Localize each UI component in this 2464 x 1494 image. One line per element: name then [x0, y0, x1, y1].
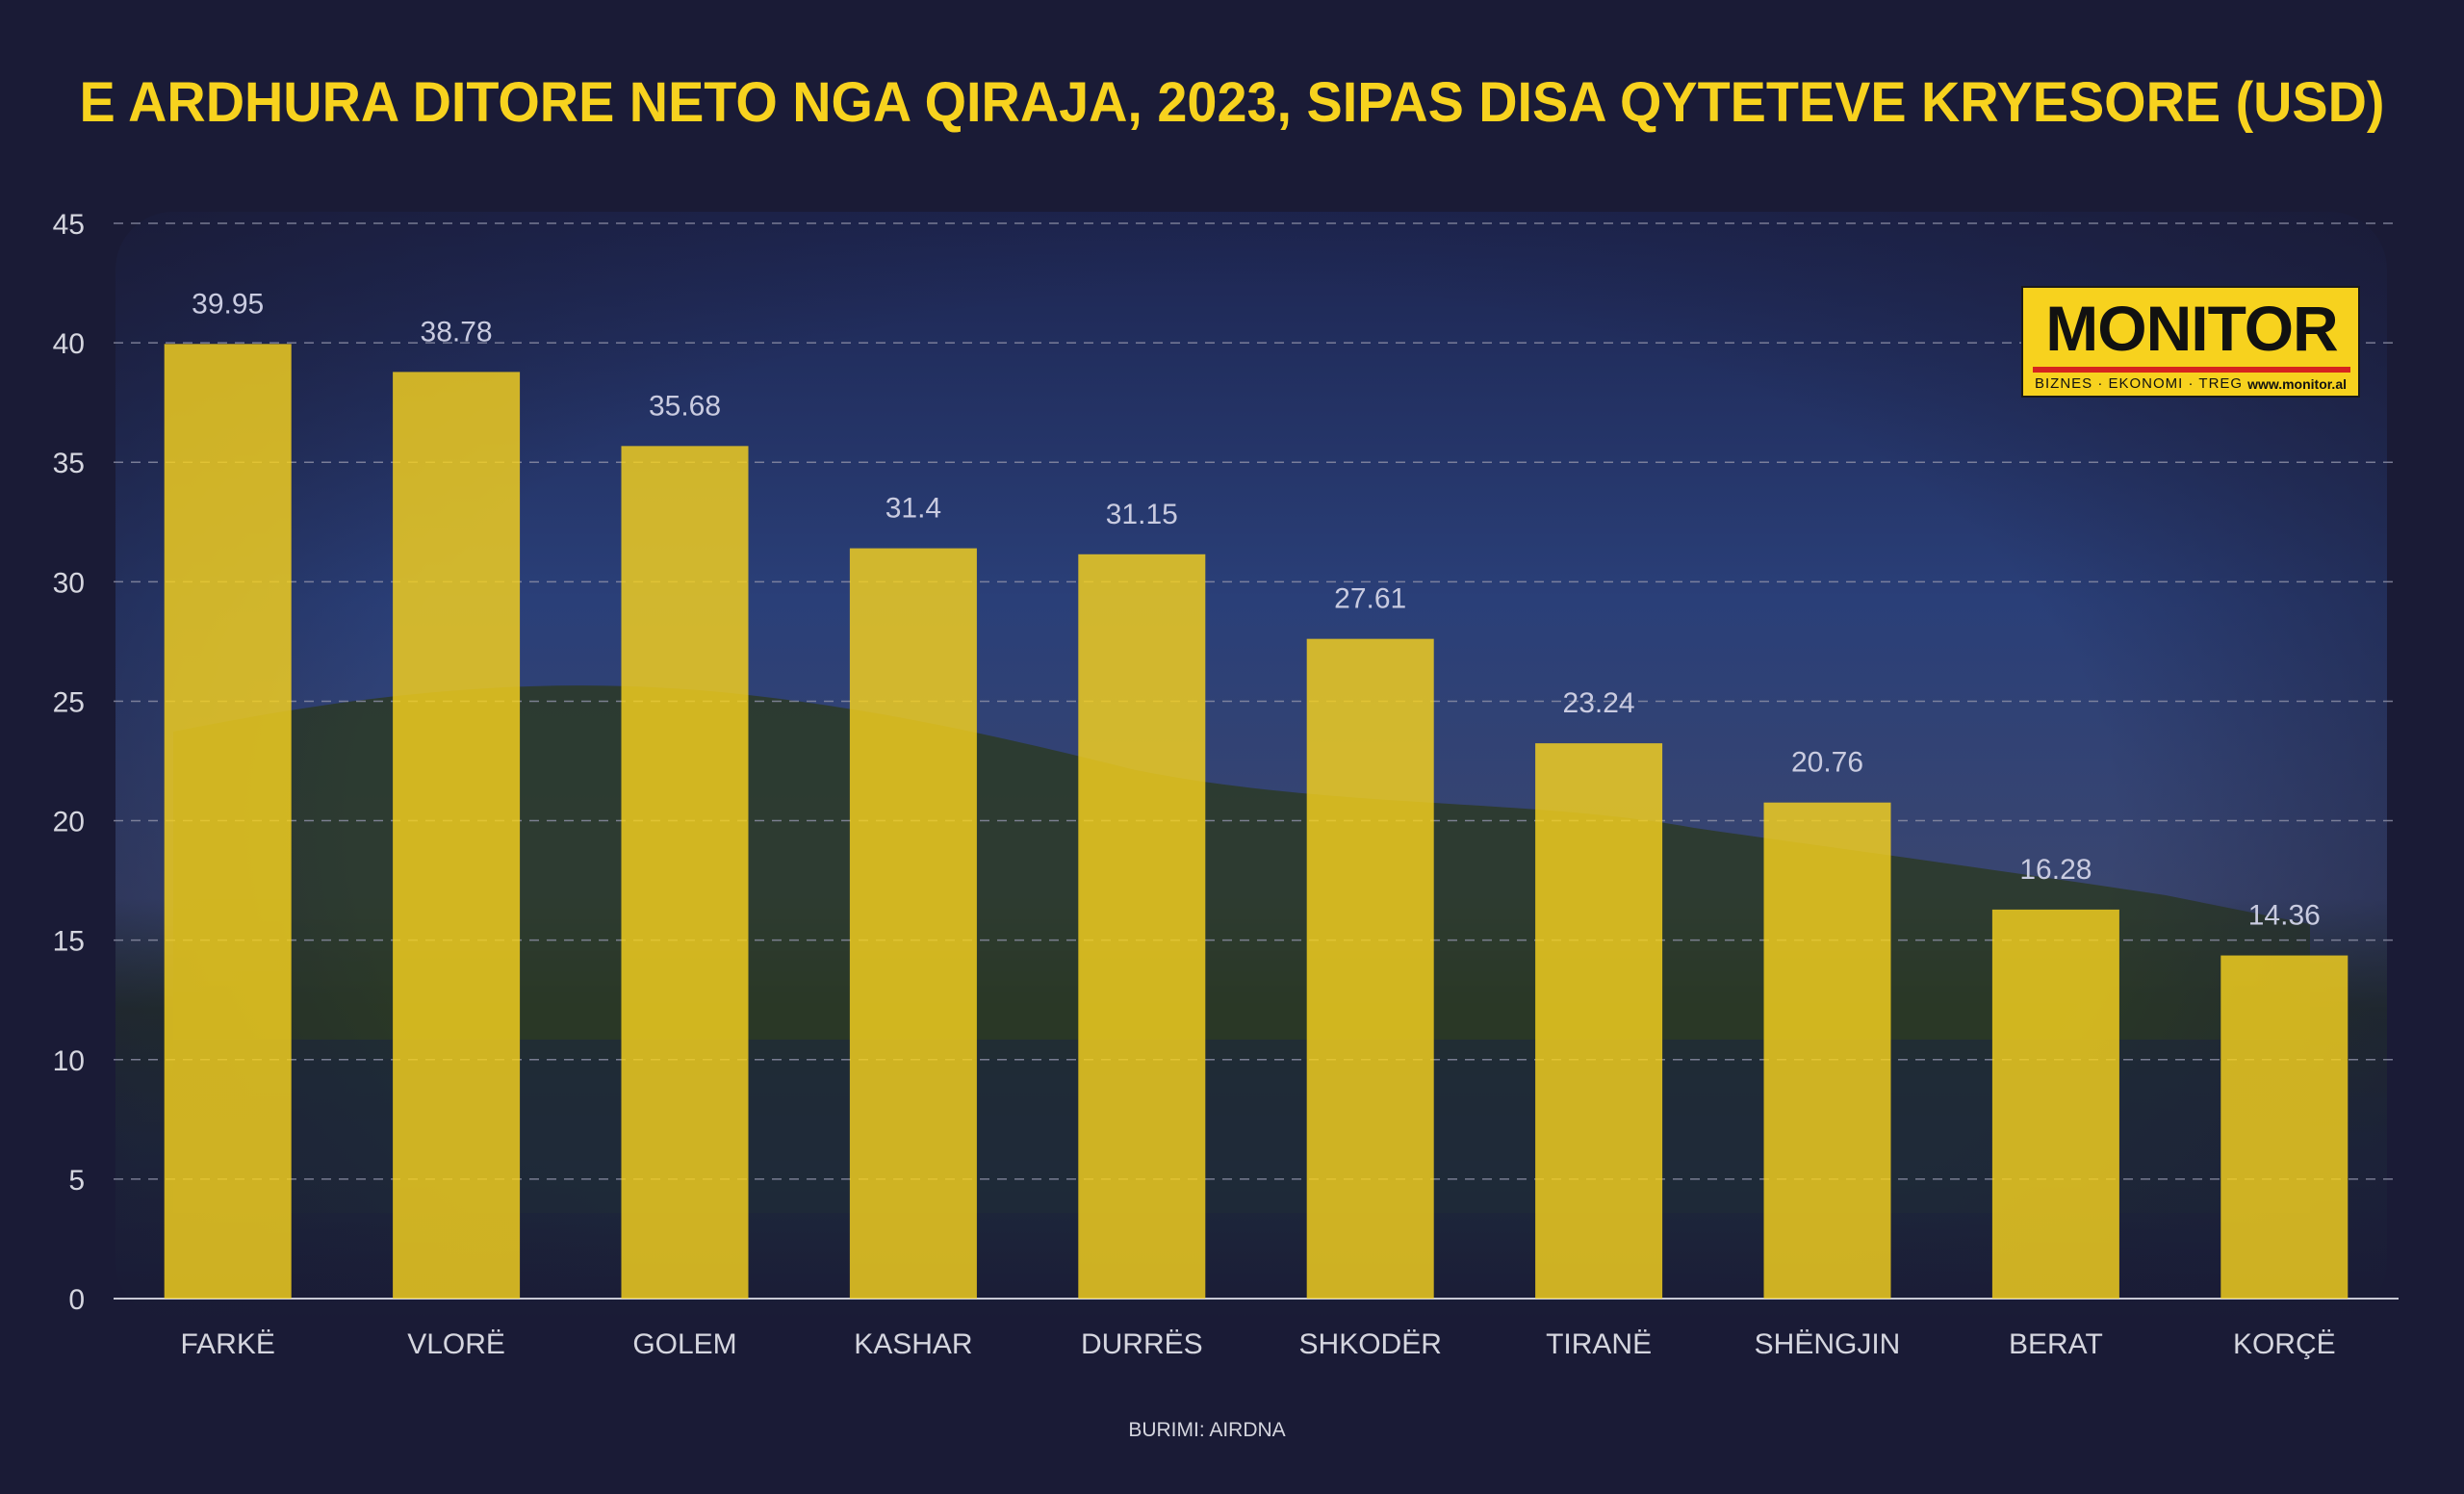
y-tick-label: 15 [53, 926, 85, 958]
y-tick-label: 20 [53, 807, 85, 838]
chart-title: E ARDHURA DITORE NETO NGA QIRAJA, 2023, … [80, 71, 2385, 134]
y-tick-label: 5 [68, 1165, 85, 1197]
y-tick-label: 25 [53, 686, 85, 718]
x-category-label: BERAT [2009, 1328, 2103, 1360]
bar-value-label: 38.78 [421, 316, 493, 348]
x-category-label: FARKË [181, 1328, 275, 1360]
monitor-logo: MONITOR BIZNES · EKONOMI · TREG www.moni… [2021, 286, 2360, 398]
bar [621, 446, 749, 1299]
source-note: BURIMI: AIRDNA [1128, 1419, 1285, 1441]
x-category-label: GOLEM [632, 1328, 736, 1360]
logo-red-stripe [2033, 367, 2350, 373]
x-category-label: TIRANË [1546, 1328, 1652, 1360]
bar [164, 344, 292, 1299]
bar [1763, 802, 1891, 1299]
bar [1535, 743, 1663, 1299]
x-category-label: SHKODËR [1299, 1328, 1442, 1360]
labels: 0 5 10 15 20 25 30 35 40 45 39.95 FARKË 38.78 VLORË 35… [53, 209, 2336, 1360]
bar [2220, 955, 2348, 1299]
x-category-label: KASHAR [854, 1328, 972, 1360]
logo-wordmark: MONITOR [2045, 293, 2338, 364]
bar-value-label: 39.95 [192, 288, 264, 320]
bar-value-label: 31.15 [1106, 499, 1178, 530]
y-tick-label: 10 [53, 1045, 85, 1077]
bar-value-label: 35.68 [649, 390, 721, 422]
y-tick-label: 0 [68, 1284, 85, 1316]
bar-value-label: 14.36 [2248, 900, 2321, 932]
y-tick-label: 45 [53, 209, 85, 241]
bar [1078, 554, 1206, 1299]
x-category-label: VLORË [407, 1328, 505, 1360]
x-category-label: KORÇË [2233, 1328, 2336, 1360]
bar [393, 372, 521, 1299]
bar [1991, 909, 2119, 1299]
logo-url: www.monitor.al [2247, 376, 2347, 392]
bar [1306, 638, 1434, 1299]
bar-value-label: 20.76 [1791, 747, 1863, 779]
bars [164, 344, 2348, 1299]
x-category-label: DURRËS [1081, 1328, 1203, 1360]
bar-value-label: 31.4 [886, 493, 941, 525]
bar [849, 548, 977, 1299]
y-tick-label: 30 [53, 567, 85, 599]
x-category-label: SHËNGJIN [1755, 1328, 1901, 1360]
y-tick-label: 40 [53, 328, 85, 360]
bar-value-label: 23.24 [1563, 687, 1635, 719]
bar-value-label: 16.28 [2019, 854, 2092, 886]
logo-tagline: BIZNES · EKONOMI · TREG [2035, 375, 2244, 392]
y-tick-label: 35 [53, 448, 85, 479]
bar-value-label: 27.61 [1334, 583, 1406, 615]
